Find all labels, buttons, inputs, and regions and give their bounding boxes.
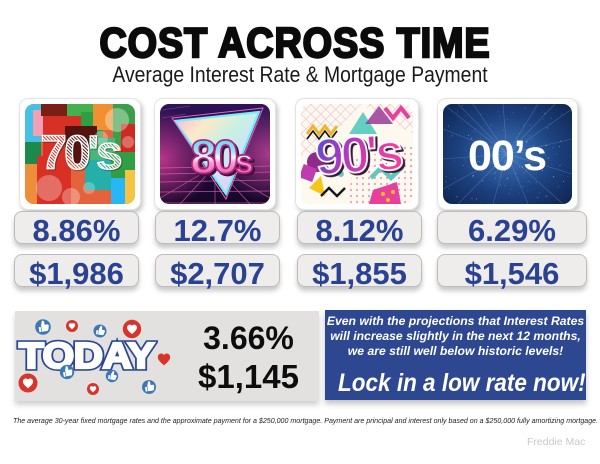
svg-text:80s: 80s xyxy=(190,130,252,183)
svg-text:90's: 90's xyxy=(314,123,405,186)
svg-text:00’s: 00’s xyxy=(468,132,546,180)
svg-text:70's: 70's xyxy=(40,127,121,180)
